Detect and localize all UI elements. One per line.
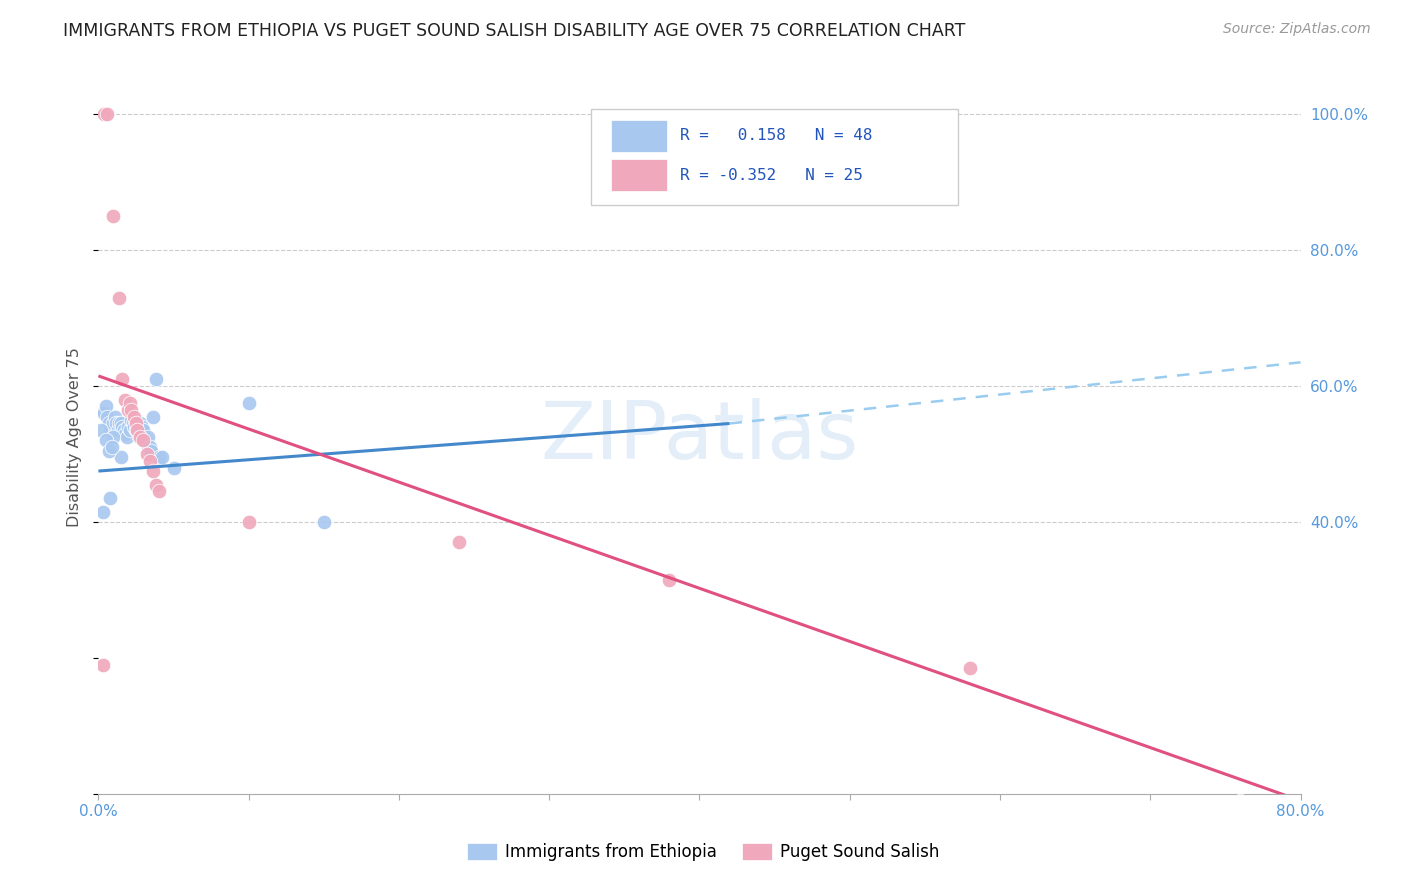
Point — [110, 450, 132, 465]
Point — [141, 464, 163, 478]
Point — [129, 430, 152, 444]
Point — [132, 423, 155, 437]
Point — [104, 409, 127, 424]
Legend: Immigrants from Ethiopia, Puget Sound Salish: Immigrants from Ethiopia, Puget Sound Sa… — [460, 836, 946, 868]
Point — [138, 440, 160, 454]
Point — [124, 420, 146, 434]
Point — [90, 423, 112, 437]
Point — [91, 505, 114, 519]
Point — [103, 430, 125, 444]
Point — [135, 437, 157, 451]
Point — [110, 417, 132, 431]
Point — [107, 423, 129, 437]
Point — [111, 372, 134, 386]
Point — [94, 434, 117, 448]
Point — [112, 423, 135, 437]
Y-axis label: Disability Age Over 75: Disability Age Over 75 — [67, 347, 83, 527]
Point — [96, 409, 118, 424]
Point — [118, 396, 141, 410]
Point — [959, 661, 981, 675]
Point — [128, 430, 150, 444]
Point — [101, 423, 124, 437]
Text: Source: ZipAtlas.com: Source: ZipAtlas.com — [1223, 22, 1371, 37]
Point — [91, 657, 114, 672]
Point — [93, 107, 115, 121]
Point — [141, 409, 163, 424]
Text: ZIPatlas: ZIPatlas — [540, 398, 859, 476]
Point — [134, 434, 156, 448]
Point — [93, 406, 115, 420]
Text: IMMIGRANTS FROM ETHIOPIA VS PUGET SOUND SALISH DISABILITY AGE OVER 75 CORRELATIO: IMMIGRANTS FROM ETHIOPIA VS PUGET SOUND … — [63, 22, 966, 40]
Point — [122, 417, 145, 431]
Point — [103, 417, 125, 431]
Point — [124, 409, 146, 424]
Point — [108, 291, 131, 305]
Point — [101, 440, 124, 454]
Point — [135, 447, 157, 461]
Point — [97, 443, 120, 458]
FancyBboxPatch shape — [610, 160, 666, 191]
Point — [94, 400, 117, 414]
Point — [125, 423, 148, 437]
Point — [100, 491, 122, 506]
Point — [114, 392, 136, 407]
Point — [117, 403, 139, 417]
Point — [121, 403, 143, 417]
Point — [132, 434, 155, 448]
Point — [138, 454, 160, 468]
Point — [129, 417, 152, 431]
Point — [447, 535, 470, 549]
Point — [115, 430, 138, 444]
Point — [136, 430, 159, 444]
Point — [100, 423, 122, 437]
Point — [127, 423, 149, 437]
Point — [131, 420, 153, 434]
Point — [145, 372, 167, 386]
FancyBboxPatch shape — [610, 120, 666, 152]
Point — [111, 420, 134, 434]
Point — [91, 406, 114, 420]
Point — [238, 396, 260, 410]
Point — [145, 477, 167, 491]
Point — [121, 413, 143, 427]
Point — [150, 450, 173, 465]
Text: R =   0.158   N = 48: R = 0.158 N = 48 — [681, 128, 873, 144]
Point — [103, 209, 125, 223]
Point — [127, 423, 149, 437]
Point — [118, 423, 141, 437]
Point — [117, 420, 139, 434]
Point — [1229, 794, 1251, 808]
Point — [97, 417, 120, 431]
Point — [139, 443, 162, 458]
Point — [125, 417, 148, 431]
FancyBboxPatch shape — [592, 109, 957, 205]
Point — [108, 417, 131, 431]
Point — [658, 573, 681, 587]
Point — [105, 417, 128, 431]
Point — [148, 484, 170, 499]
Text: R = -0.352   N = 25: R = -0.352 N = 25 — [681, 168, 863, 183]
Point — [148, 450, 170, 465]
Point — [96, 107, 118, 121]
Point — [114, 426, 136, 441]
Point — [162, 460, 184, 475]
Point — [238, 515, 260, 529]
Point — [312, 515, 335, 529]
